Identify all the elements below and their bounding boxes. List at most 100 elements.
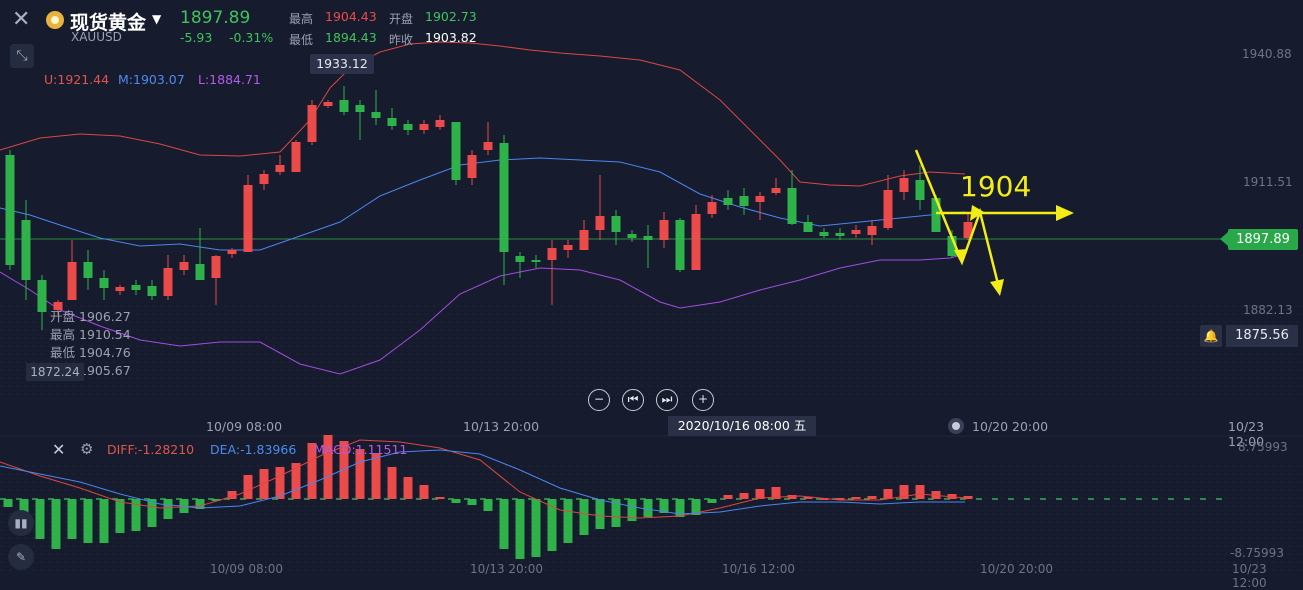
macd-bar-60 [963, 496, 973, 499]
macd-bar-53 [851, 497, 861, 499]
gear-icon[interactable]: ⚙ [80, 440, 94, 458]
candle-body-50 [803, 222, 813, 232]
current-price-badge: 1897.89 [1220, 229, 1298, 250]
candle-body-7 [115, 287, 125, 291]
macd-bar-47 [755, 489, 765, 499]
macd-dea-line [0, 449, 965, 515]
macd-bar-21 [339, 441, 349, 499]
price-change: -5.93 [180, 30, 213, 45]
arrow-head-low [954, 249, 968, 265]
candle-body-40 [643, 236, 653, 240]
candle-body-56 [899, 178, 909, 192]
macd-bar-8 [131, 499, 141, 531]
macd-bar-40 [643, 499, 653, 517]
candle-body-10 [163, 268, 173, 296]
candle-body-42 [675, 220, 685, 270]
macd-bar-33 [531, 499, 541, 557]
zoom-out-icon[interactable]: − [588, 389, 610, 411]
high-value: 1904.43 [325, 9, 377, 24]
candle-body-38 [611, 216, 621, 232]
macd-bar-3 [51, 499, 61, 549]
candle-body-39 [627, 234, 637, 238]
macd-bar-48 [771, 487, 781, 499]
arrow-head-right [1056, 205, 1074, 221]
macd-bar-44 [707, 499, 717, 503]
macd-bar-52 [835, 498, 845, 500]
macd-bar-30 [483, 499, 493, 511]
macd-close-icon[interactable]: ✕ [52, 440, 66, 459]
macd-bar-57 [915, 485, 925, 499]
macd-time-3: 10/16 12:00 [722, 562, 795, 576]
annotation-label: 1904 [960, 170, 1032, 203]
upper-band-line [0, 41, 966, 187]
candle-body-46 [739, 196, 749, 206]
candle-body-15 [243, 185, 253, 252]
macd-dea-label: DEA:-1.83966 [210, 442, 297, 457]
macd-diff-line [0, 439, 966, 519]
candle-body-17 [275, 165, 285, 172]
candle-body-58 [931, 198, 941, 232]
candle-body-11 [179, 262, 189, 270]
candle-body-18 [291, 142, 301, 172]
alert-price[interactable]: 1875.56 [1226, 325, 1298, 347]
kline-chart[interactable] [0, 0, 1303, 574]
instrument-title[interactable]: 现货黄金 [70, 12, 147, 34]
expand-icon[interactable]: ⤡ [10, 44, 34, 68]
macd-bar-25 [403, 477, 413, 499]
time-slider-handle[interactable] [948, 418, 964, 434]
macd-bar-10 [163, 499, 173, 519]
macd-value-label: MACD:1.11511 [314, 442, 408, 457]
candle-body-30 [483, 142, 493, 150]
candle-body-59 [947, 236, 957, 256]
chevron-down-icon[interactable]: ▼ [152, 12, 162, 26]
background-dots [0, 300, 1303, 400]
candle-body-20 [323, 102, 333, 106]
pencil-icon[interactable]: ✎ [8, 544, 34, 570]
prev-close-value: 1903.82 [425, 30, 477, 45]
candle-body-51 [819, 232, 829, 236]
price-tick-2: 1911.51 [1243, 175, 1293, 189]
boll-lower-label: L:1884.71 [198, 72, 261, 87]
step-back-icon[interactable]: ⏮ [622, 389, 644, 411]
step-forward-icon[interactable]: ⏭ [656, 389, 678, 411]
macd-bar-24 [387, 467, 397, 499]
popup-open-label: 开盘 [50, 309, 76, 324]
macd-bar-31 [499, 499, 509, 549]
macd-bar-34 [547, 499, 557, 551]
close-icon[interactable]: ✕ [12, 7, 31, 32]
time-label-4: 10/23 12:00 [1228, 419, 1265, 449]
macd-bar-13 [211, 499, 221, 501]
candle-body-36 [579, 230, 589, 250]
macd-bar-39 [627, 499, 637, 521]
candle-body-24 [387, 118, 397, 126]
bell-icon[interactable]: 🔔 [1200, 325, 1222, 347]
open-label: 开盘 [389, 12, 414, 26]
instrument-symbol: XAUUSD [71, 30, 122, 44]
candle-body-49 [787, 188, 797, 224]
candle-body-21 [339, 100, 349, 112]
macd-tick-bottom: -8.75993 [1230, 546, 1284, 560]
macd-bar-41 [659, 499, 669, 513]
candle-body-23 [371, 112, 381, 118]
zoom-in-icon[interactable]: + [692, 389, 714, 411]
indicator-icon[interactable]: ▮▮ [8, 510, 34, 536]
price-change-pct: -0.31% [229, 30, 274, 45]
macd-bar-7 [115, 499, 125, 533]
prev-close-label: 昨收 [389, 33, 414, 47]
candle-body-31 [499, 143, 509, 252]
macd-bar-2 [35, 499, 45, 539]
candle-body-2 [37, 280, 47, 312]
popup-high-value: 1910.54 [79, 327, 131, 342]
macd-tick-top: 8.75993 [1238, 440, 1288, 454]
macd-bar-49 [787, 495, 797, 499]
price-tick-3: 1882.13 [1243, 303, 1293, 317]
candle-body-34 [547, 248, 557, 260]
candle-body-25 [403, 124, 413, 130]
candle-body-0 [5, 155, 15, 265]
candle-body-43 [691, 214, 701, 270]
candle-body-4 [67, 262, 77, 300]
candle-body-54 [867, 226, 877, 235]
macd-bar-55 [883, 489, 893, 499]
boll-middle-label: M:1903.07 [118, 72, 185, 87]
macd-bar-50 [803, 497, 813, 499]
